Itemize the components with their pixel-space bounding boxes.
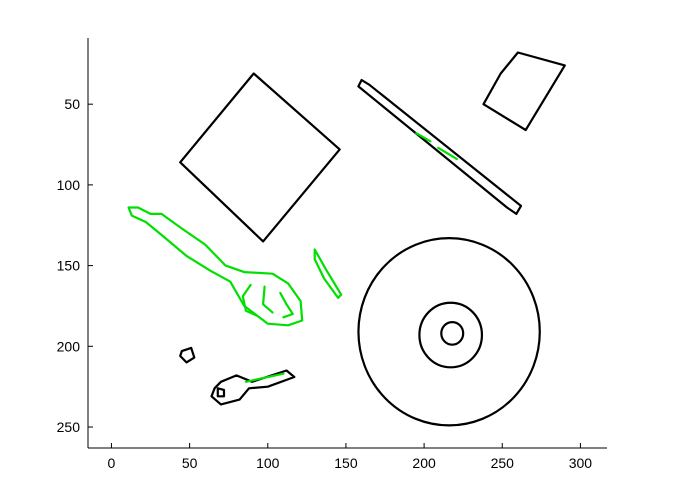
y-tick-label: 50 (64, 96, 80, 112)
y-tick-label: 200 (57, 338, 81, 354)
contour-outline-0 (179, 72, 341, 243)
axes (87, 38, 607, 449)
contour-highlight-15 (437, 146, 458, 161)
contour-outline-7 (210, 369, 296, 406)
x-tick-label: 250 (491, 455, 515, 471)
x-tick-label: 0 (108, 455, 116, 471)
contour-highlight-13 (313, 248, 343, 299)
contour-highlight-14 (415, 132, 432, 143)
tick-group: 0 50 100 150 200 250 300 50 100 150 200 250 (57, 96, 593, 471)
x-tick-label: 100 (256, 455, 280, 471)
contour-series-group (127, 51, 566, 427)
y-tick-label: 150 (57, 258, 81, 274)
y-tick-label: 250 (57, 419, 81, 435)
contour-highlight-10 (241, 283, 258, 317)
contour-outline-6 (179, 346, 196, 364)
contour-highlight-9 (127, 206, 304, 327)
contour-highlight-16 (244, 372, 285, 383)
contour-outline-8 (216, 387, 226, 398)
contour-outline-3 (357, 237, 541, 427)
contour-outline-2 (357, 78, 523, 215)
y-tick-label: 100 (57, 177, 81, 193)
contour-outline-1 (482, 51, 566, 132)
contour-outline-5 (440, 320, 465, 346)
contour-highlight-11 (262, 285, 274, 314)
x-tick-label: 200 (412, 455, 436, 471)
x-tick-label: 150 (334, 455, 358, 471)
contour-outline-4 (418, 301, 484, 369)
x-tick-label: 300 (569, 455, 593, 471)
contour-highlight-12 (279, 291, 294, 319)
x-tick-label: 50 (182, 455, 198, 471)
